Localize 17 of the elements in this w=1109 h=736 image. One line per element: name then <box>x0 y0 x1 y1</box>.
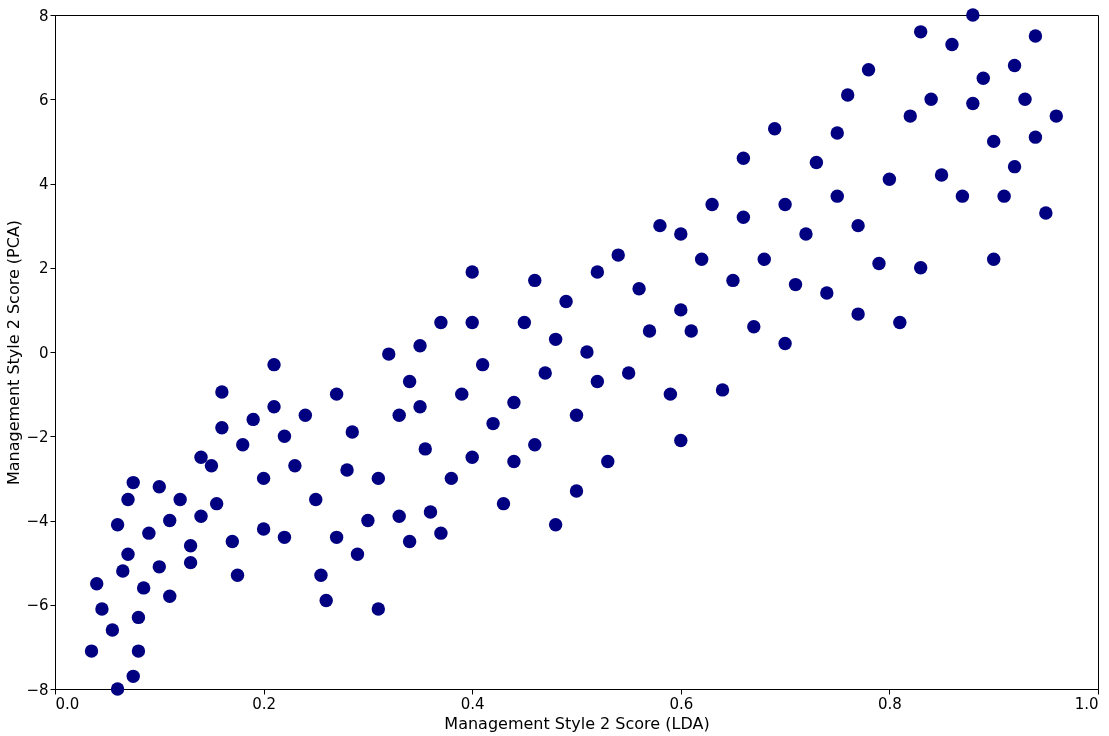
x-tick-label: 0.4 <box>460 694 485 713</box>
y-tick-label: −6 <box>26 596 49 615</box>
y-axis-title: Management Style 2 Score (PCA) <box>4 219 24 486</box>
y-tick-label: 2 <box>38 259 49 278</box>
x-axis-title: Management Style 2 Score (LDA) <box>444 713 710 733</box>
x-tick-label: 0.8 <box>877 694 902 713</box>
x-tick-label: 1.0 <box>1074 694 1099 713</box>
y-tick-label: 6 <box>38 90 49 109</box>
y-tick-label: 0 <box>38 343 49 362</box>
y-tick-label: 4 <box>38 175 49 193</box>
x-tick-label: 0.0 <box>55 694 80 713</box>
x-tick-label: 0.6 <box>669 694 694 713</box>
x-tick-label: 0.2 <box>252 694 277 713</box>
y-tick-label: 8 <box>38 6 49 25</box>
y-tick-label: −4 <box>26 512 49 530</box>
y-tick-label: −2 <box>26 427 49 446</box>
y-tick-label: −8 <box>26 680 49 699</box>
